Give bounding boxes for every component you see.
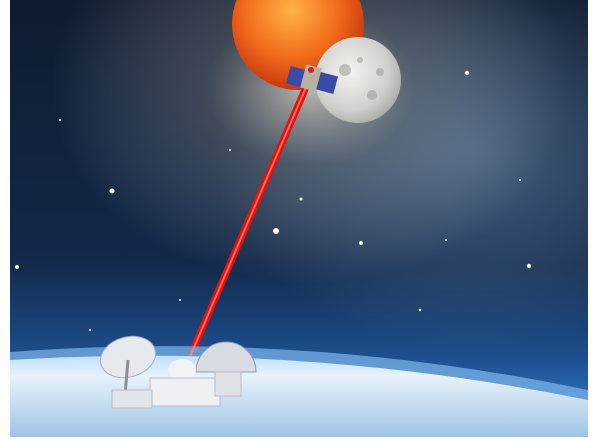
scene	[0, 0, 592, 439]
page	[0, 0, 592, 439]
